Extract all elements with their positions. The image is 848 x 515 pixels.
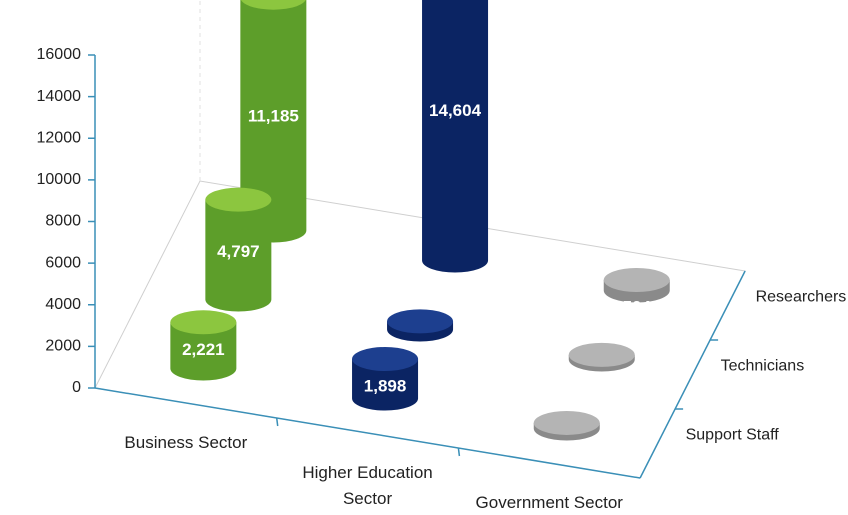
value-label: 4,797 — [217, 242, 260, 261]
floor-right-edge — [639, 270, 746, 479]
x-tick-label: Business Sector — [124, 433, 248, 452]
cylinder-top — [533, 410, 600, 435]
cylinder — [170, 310, 237, 381]
cylinder-top — [603, 268, 670, 293]
y-tick-label: 6000 — [45, 254, 81, 271]
cylinder — [387, 309, 454, 342]
cylinder — [533, 410, 600, 441]
series-label: Support Staff — [686, 427, 780, 444]
y-tick-label: 0 — [72, 379, 81, 396]
cylinder — [568, 342, 635, 372]
cylinder-top — [387, 309, 454, 334]
cylinder-top — [352, 346, 419, 371]
x-tick — [275, 417, 279, 427]
y-tick-label: 4000 — [45, 296, 81, 313]
cylinder — [205, 187, 272, 312]
value-label: 267 — [553, 440, 581, 459]
cylinder-body — [352, 358, 419, 411]
value-label: 1,898 — [364, 376, 407, 395]
cylinder-top — [205, 187, 272, 212]
y-tick-label: 12000 — [37, 129, 82, 146]
y-tick-label: 8000 — [45, 213, 81, 230]
y-tick-label: 16000 — [37, 46, 82, 63]
cylinder-top — [568, 342, 635, 367]
floor-front-edge — [94, 387, 641, 479]
x-tick — [457, 447, 461, 457]
cylinder — [352, 346, 419, 411]
cylinder-body — [205, 199, 272, 312]
x-tick-label: Higher Education Sector — [302, 463, 433, 508]
cylinder — [603, 268, 670, 303]
value-label: 11,185 — [248, 107, 299, 126]
x-tick-label: Government Sector — [475, 493, 623, 512]
cylinder-body — [170, 322, 237, 381]
y-tick-label: 2000 — [45, 338, 81, 355]
series-label: Researchers — [756, 289, 847, 306]
cylinder-top — [170, 310, 237, 335]
value-label: 222 — [588, 372, 616, 391]
cylinder-body — [422, 0, 489, 273]
y-tick-label: 10000 — [37, 171, 82, 188]
y-tick-label: 14000 — [37, 88, 82, 105]
cylinder — [422, 0, 489, 273]
series-label: Technicians — [721, 358, 805, 375]
cylinder-top — [240, 0, 306, 10]
cylinder-body — [240, 0, 307, 243]
value-label: 2,221 — [182, 340, 225, 359]
value-label: 14,604 — [429, 101, 482, 120]
value-label: 504 — [623, 297, 652, 316]
cylinder — [240, 0, 307, 243]
